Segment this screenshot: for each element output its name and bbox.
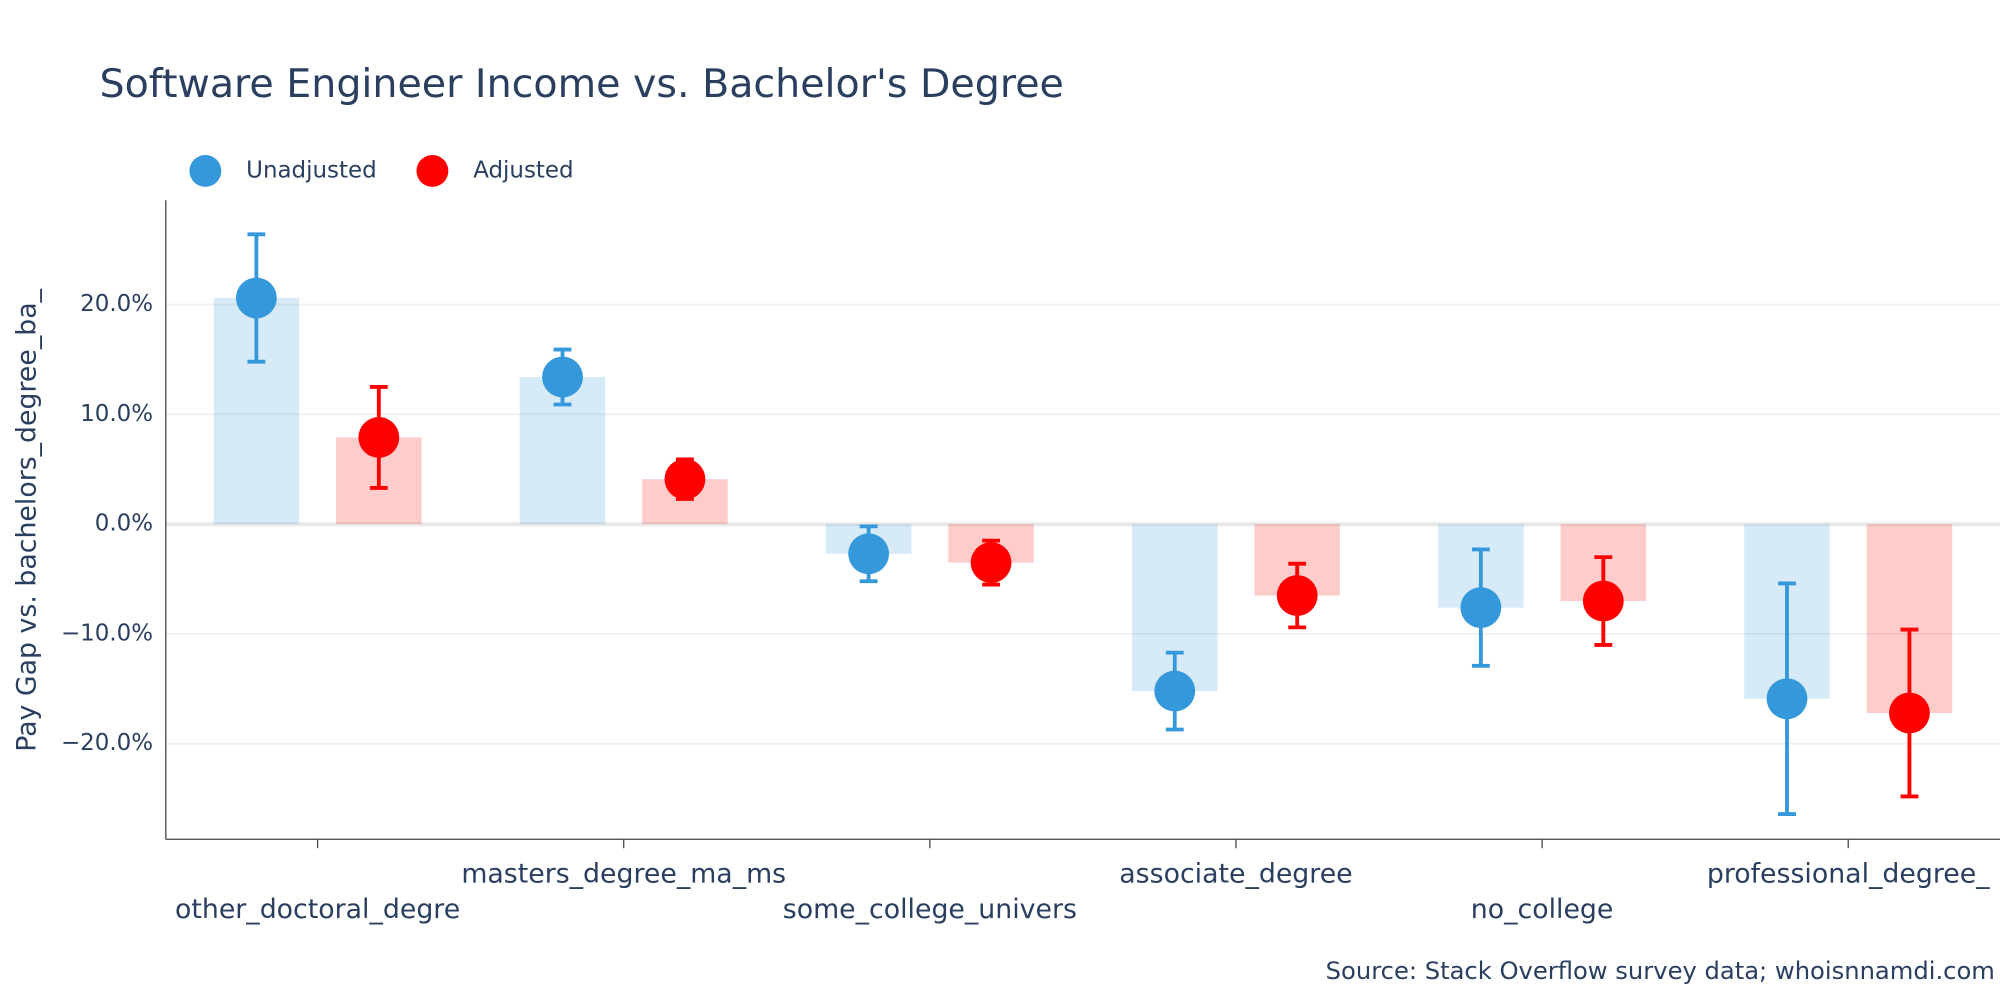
y-tick-label: 20.0% (80, 291, 153, 317)
point (848, 533, 890, 575)
point (235, 277, 277, 319)
point (1889, 692, 1930, 734)
y-tick-label: 10.0% (80, 401, 153, 427)
x-tick-label: some_college_univers (783, 894, 1077, 925)
y-tick-label: 0.0% (95, 511, 153, 537)
point (542, 356, 583, 398)
point (970, 542, 1012, 584)
point (664, 458, 706, 500)
legend-label: Adjusted (473, 157, 573, 183)
y-tick-label: −10.0% (61, 620, 153, 646)
point (1582, 580, 1624, 622)
x-tick-label: professional_degree_ (1707, 858, 1990, 889)
point (1154, 670, 1196, 712)
point (358, 417, 400, 458)
legend-marker (416, 154, 449, 187)
x-tick-label: associate_degree (1119, 858, 1352, 889)
x-tick-label: other_doctoral_degre (175, 894, 460, 925)
y-tick-label: −20.0% (61, 730, 153, 756)
source-note: Source: Stack Overflow survey data; whoi… (1326, 957, 1995, 985)
legend-marker (189, 154, 222, 187)
point (1766, 678, 1808, 720)
chart-title: Software Engineer Income vs. Bachelor's … (99, 61, 1063, 107)
x-tick-label: no_college (1471, 894, 1614, 925)
point (1460, 587, 1502, 629)
y-axis-title: Pay Gap vs. bachelors_degree_ba_ (12, 288, 43, 751)
x-tick-label: masters_degree_ma_ms (461, 858, 786, 889)
legend-label: Unadjusted (246, 157, 376, 183)
point (1276, 575, 1318, 616)
